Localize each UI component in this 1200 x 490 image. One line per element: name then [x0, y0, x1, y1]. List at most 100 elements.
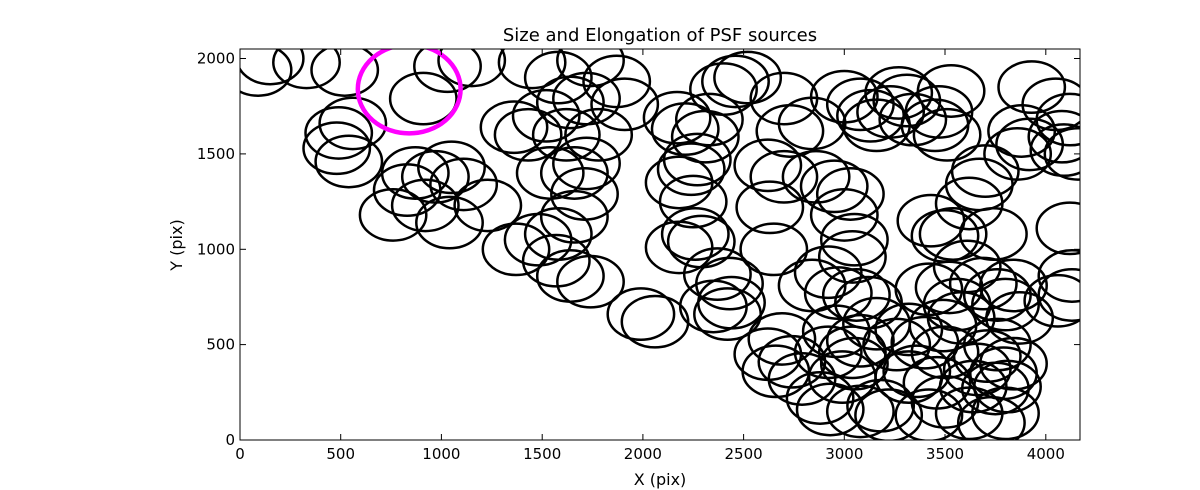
psf-source-ellipse: [817, 229, 887, 284]
psf-source-ellipse: [1035, 201, 1080, 256]
psf-source-ellipse: [372, 163, 442, 218]
psf-source-ellipse: [942, 342, 1012, 397]
sources-layer: [240, 49, 1080, 440]
psf-source-ellipse: [733, 138, 803, 193]
psf-source-ellipse: [862, 317, 932, 372]
psf-source-ellipse: [793, 245, 863, 300]
y-tick-label: 2000: [197, 50, 235, 68]
psf-source-ellipse: [918, 207, 988, 261]
psf-source-ellipse: [912, 107, 982, 162]
psf-source-ellipse: [952, 329, 1022, 384]
psf-source-ellipse: [749, 149, 819, 204]
psf-source-ellipse: [747, 311, 817, 366]
psf-source-ellipse: [310, 49, 380, 97]
psf-source-ellipse: [481, 222, 551, 277]
psf-source-ellipse: [1023, 273, 1080, 328]
psf-source-ellipse: [304, 105, 374, 160]
psf-source-ellipse: [979, 258, 1048, 313]
y-tick-label: 1000: [197, 240, 235, 258]
y-tick-label: 500: [206, 336, 235, 354]
psf-source-ellipse: [983, 126, 1053, 181]
plot-frame: [239, 48, 1081, 441]
psf-source-ellipse: [701, 54, 770, 109]
psf-source-ellipse: [874, 302, 944, 357]
x-tick-label: 2000: [624, 445, 662, 463]
psf-source-ellipse: [388, 71, 458, 126]
psf-source-ellipse: [821, 268, 891, 322]
psf-source-ellipse: [564, 107, 634, 162]
y-tick-label: 0: [225, 431, 235, 449]
psf-source-ellipse: [644, 155, 714, 210]
psf-source-ellipse: [521, 233, 591, 288]
chart-title: Size and Elongation of PSF sources: [503, 25, 817, 46]
psf-source-ellipse: [1043, 126, 1080, 181]
psf-source-ellipse: [916, 64, 986, 118]
psf-source-ellipse: [390, 178, 460, 233]
psf-source-ellipse: [556, 49, 625, 88]
psf-source-ellipse: [539, 146, 609, 200]
psf-source-ellipse: [606, 287, 676, 342]
psf-source-ellipse: [799, 159, 869, 214]
plot-area: [240, 49, 1080, 440]
psf-source-ellipse: [1021, 77, 1080, 132]
psf-source-ellipse: [660, 207, 730, 261]
psf-source-ellipse: [552, 71, 621, 126]
psf-source-ellipse: [803, 266, 873, 321]
x-tick-label: 1500: [523, 445, 561, 463]
x-tick-label: 500: [326, 445, 355, 463]
psf-source-ellipse: [642, 90, 712, 145]
psf-source-ellipse: [531, 107, 601, 162]
psf-source-ellipse: [413, 49, 482, 94]
psf-source-ellipse: [864, 65, 934, 120]
psf-source-ellipse: [437, 49, 507, 88]
psf-source-ellipse: [739, 222, 809, 277]
psf-source-ellipse: [971, 386, 1040, 440]
psf-source-ellipse: [358, 187, 428, 242]
psf-source-ellipse: [658, 174, 728, 229]
psf-source-ellipse: [644, 220, 714, 275]
psf-source-ellipse: [971, 277, 1040, 332]
psf-source-ellipse: [825, 313, 895, 368]
psf-source-ellipse: [550, 167, 619, 221]
psf-source-ellipse: [511, 88, 581, 143]
psf-source-ellipse: [429, 157, 499, 212]
psf-source-ellipse: [272, 49, 341, 90]
psf-source-ellipse: [894, 388, 964, 440]
psf-source-ellipse: [493, 107, 563, 162]
psf-source-ellipse: [479, 100, 549, 155]
psf-source-ellipse: [240, 49, 305, 86]
psf-source-ellipse: [556, 254, 625, 309]
psf-source-ellipse: [497, 49, 567, 90]
axis-ticks: 0 500 1000 1500 2000 2500 3000 3500 4000 0 500 1000…: [197, 49, 1080, 463]
psf-source-ellipse: [417, 140, 486, 195]
x-tick-label: 0: [235, 445, 245, 463]
psf-source-ellipse: [318, 96, 388, 151]
psf-source-ellipse: [240, 49, 293, 97]
psf-source-ellipse: [656, 142, 726, 197]
psf-source-ellipse: [985, 290, 1055, 345]
psf-source-ellipse: [1029, 123, 1080, 178]
psf-source-ellipse: [1027, 109, 1080, 164]
psf-source-ellipse: [415, 195, 484, 250]
x-tick-label: 2500: [725, 445, 763, 463]
psf-source-ellipse: [682, 247, 752, 302]
psf-source-ellipse: [1037, 268, 1080, 322]
psf-source-ellipse: [815, 167, 885, 221]
y-axis-label: Y (pix): [167, 219, 186, 271]
psf-source-ellipse: [693, 287, 762, 342]
psf-source-ellipse: [590, 77, 660, 132]
highlight-layer: [355, 49, 463, 136]
psf-source-ellipse: [854, 388, 924, 440]
y-tick-label: 1500: [197, 145, 235, 163]
psf-source-ellipse: [314, 134, 384, 189]
x-tick-label: 3000: [825, 445, 863, 463]
psf-source-ellipse: [969, 346, 1038, 401]
psf-source-ellipse: [882, 344, 952, 399]
psf-source-ellipse: [795, 382, 865, 437]
psf-source-ellipse: [962, 268, 1032, 322]
psf-source-ellipse: [846, 378, 916, 433]
x-tick-label: 3500: [926, 445, 964, 463]
psf-source-ellipse: [948, 256, 1018, 311]
psf-source-ellipse: [767, 352, 837, 406]
